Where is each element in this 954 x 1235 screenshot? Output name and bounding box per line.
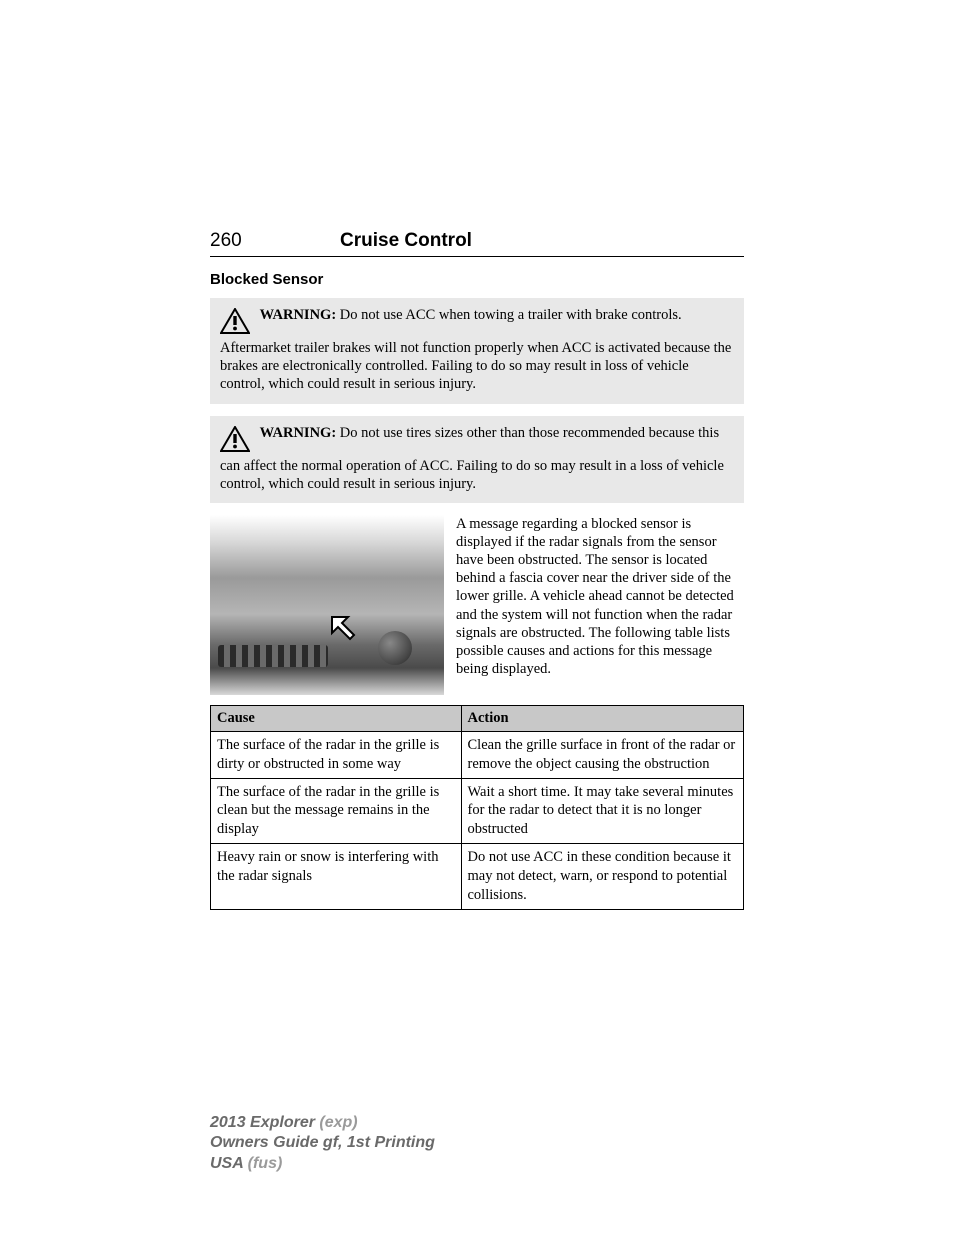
cause-action-table: Cause Action The surface of the radar in… — [210, 705, 744, 910]
table-row: The surface of the radar in the grille i… — [211, 731, 744, 778]
sensor-location-image — [210, 515, 444, 695]
warning-label: WARNING: — [260, 307, 337, 323]
section-subheading: Blocked Sensor — [210, 271, 744, 288]
table-cell-action: Clean the grille surface in front of the… — [461, 731, 744, 778]
table-header-action: Action — [461, 705, 744, 731]
table-row: Heavy rain or snow is interfering with t… — [211, 844, 744, 910]
footer-region: USA — [210, 1155, 243, 1172]
table-cell-action: Do not use ACC in these condition becaus… — [461, 844, 744, 910]
table-cell-cause: The surface of the radar in the grille i… — [211, 778, 462, 844]
table-row: The surface of the radar in the grille i… — [211, 778, 744, 844]
footer-line-2: Owners Guide gf, 1st Printing — [210, 1133, 435, 1154]
page-title: Cruise Control — [340, 230, 472, 252]
warning-label: WARNING: — [260, 425, 337, 441]
table-cell-cause: Heavy rain or snow is interfering with t… — [211, 844, 462, 910]
table-cell-action: Wait a short time. It may take several m… — [461, 778, 744, 844]
table-header-row: Cause Action — [211, 705, 744, 731]
footer-line-1: 2013 Explorer (exp) — [210, 1113, 435, 1134]
page-header: 260 Cruise Control — [210, 230, 744, 257]
image-text-block: A message regarding a blocked sensor is … — [210, 515, 744, 695]
footer-code-1: (exp) — [315, 1114, 358, 1131]
warning-box-2: WARNING: Do not use tires sizes other th… — [210, 416, 744, 503]
warning-text-1: WARNING: Do not use ACC when towing a tr… — [220, 307, 731, 392]
warning-text-2: WARNING: Do not use tires sizes other th… — [220, 425, 724, 492]
page-number: 260 — [210, 230, 340, 252]
table-cell-cause: The surface of the radar in the grille i… — [211, 731, 462, 778]
warning-icon — [220, 308, 250, 339]
page-content: 260 Cruise Control Blocked Sensor WARNIN… — [0, 0, 954, 910]
warning-box-1: WARNING: Do not use ACC when towing a tr… — [210, 298, 744, 404]
warning-icon — [220, 426, 250, 457]
footer-line-3: USA (fus) — [210, 1154, 435, 1175]
footer-code-2: (fus) — [243, 1155, 282, 1172]
table-header-cause: Cause — [211, 705, 462, 731]
pointer-arrow-icon — [328, 613, 364, 654]
footer-model: 2013 Explorer — [210, 1114, 315, 1131]
page-footer: 2013 Explorer (exp) Owners Guide gf, 1st… — [210, 1113, 435, 1175]
